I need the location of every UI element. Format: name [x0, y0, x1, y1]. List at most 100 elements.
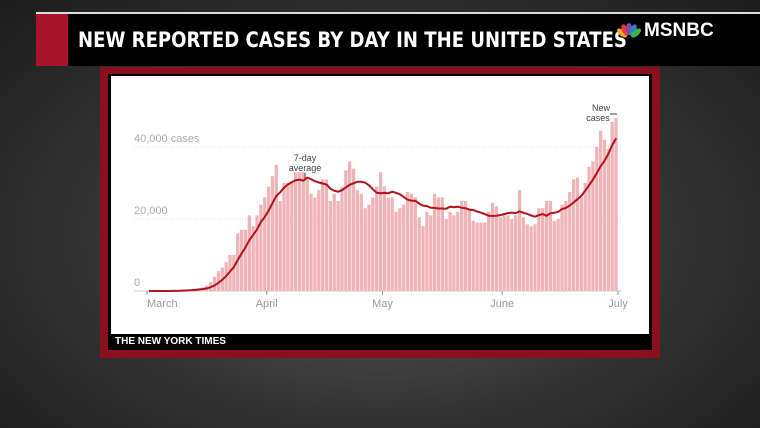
- bar: [429, 215, 433, 291]
- x-tick-label: May: [372, 298, 393, 310]
- x-tick-label: July: [608, 298, 628, 310]
- bar: [394, 211, 398, 291]
- average-annotation: 7-day: [294, 153, 317, 163]
- bar: [367, 204, 371, 291]
- bar: [286, 183, 290, 291]
- bar: [351, 168, 356, 291]
- bar: [282, 183, 286, 291]
- network-logo: MSNBC: [616, 20, 714, 42]
- bar: [479, 222, 483, 291]
- bar: [440, 197, 444, 291]
- y-tick-label: 40,000 cases: [134, 133, 200, 145]
- x-tick-label: April: [256, 298, 278, 310]
- bar: [606, 148, 610, 291]
- bar: [490, 202, 495, 291]
- bars-annotation: New: [592, 103, 611, 113]
- bar: [614, 118, 618, 291]
- bar: [363, 208, 367, 291]
- bar: [239, 229, 244, 291]
- bar: [436, 197, 441, 291]
- bar: [317, 190, 321, 291]
- bar: [321, 179, 325, 291]
- bar: [405, 192, 410, 291]
- bar: [297, 172, 302, 291]
- bar: [475, 222, 479, 291]
- y-tick-label: 0: [134, 277, 140, 289]
- bar: [448, 211, 452, 291]
- bar: [359, 193, 363, 291]
- bar: [595, 147, 599, 291]
- bar: [494, 206, 499, 291]
- bar: [216, 271, 221, 291]
- bar: [290, 181, 294, 291]
- average-annotation: average: [289, 163, 322, 173]
- bars-annotation: cases: [586, 113, 610, 123]
- bar: [212, 276, 217, 291]
- bar: [263, 197, 267, 291]
- bar: [517, 190, 522, 291]
- bar: [579, 197, 583, 291]
- bar: [266, 186, 271, 291]
- bar: [371, 197, 375, 291]
- bar: [375, 186, 379, 291]
- page-title: NEW REPORTED CASES BY DAY IN THE UNITED …: [78, 28, 627, 52]
- bar: [348, 161, 352, 291]
- x-tick-label: June: [490, 298, 514, 310]
- bar: [402, 204, 406, 291]
- network-name: MSNBC: [644, 20, 714, 41]
- source-label: THE NEW YORK TIMES: [111, 334, 239, 350]
- bar: [506, 215, 510, 291]
- bar: [270, 175, 275, 291]
- bar: [421, 226, 425, 291]
- bar: [568, 192, 572, 291]
- bar: [463, 201, 468, 291]
- bar: [236, 233, 240, 291]
- bar: [247, 215, 251, 291]
- peacock-icon: [617, 23, 641, 38]
- bar: [533, 224, 537, 291]
- bar: [610, 121, 614, 291]
- bar: [382, 186, 387, 291]
- bar: [309, 193, 313, 291]
- bar: [521, 217, 526, 291]
- bar: [560, 204, 564, 291]
- bar: [498, 217, 502, 291]
- bar: [332, 193, 336, 291]
- bar: [340, 186, 344, 291]
- bar: [425, 211, 429, 291]
- bar: [313, 197, 317, 291]
- bar: [251, 226, 255, 291]
- bar: [255, 215, 259, 291]
- title-banner: [36, 14, 760, 66]
- bar: [483, 222, 487, 291]
- bar: [278, 201, 282, 291]
- bar: [390, 197, 394, 291]
- bar: [274, 165, 278, 291]
- bar: [294, 172, 298, 291]
- bar: [591, 161, 595, 291]
- bar: [305, 179, 309, 291]
- bar: [548, 201, 553, 291]
- bar: [409, 193, 414, 291]
- bar: [460, 201, 464, 291]
- bar: [232, 255, 236, 291]
- bar: [417, 217, 421, 291]
- bar: [471, 220, 475, 291]
- bar: [324, 179, 329, 291]
- bar: [602, 139, 607, 291]
- bar: [259, 204, 263, 291]
- bar: [587, 166, 591, 291]
- bar: [502, 215, 506, 291]
- bar: [432, 193, 437, 291]
- bar: [444, 219, 448, 291]
- bar: [355, 190, 360, 291]
- bar: [467, 208, 471, 291]
- bar: [378, 172, 383, 291]
- bar: [529, 226, 533, 291]
- top-rule: [36, 12, 760, 14]
- y-tick-label: 20,000: [134, 205, 168, 217]
- bar: [583, 183, 587, 291]
- bar: [556, 219, 560, 291]
- bar: [564, 201, 568, 291]
